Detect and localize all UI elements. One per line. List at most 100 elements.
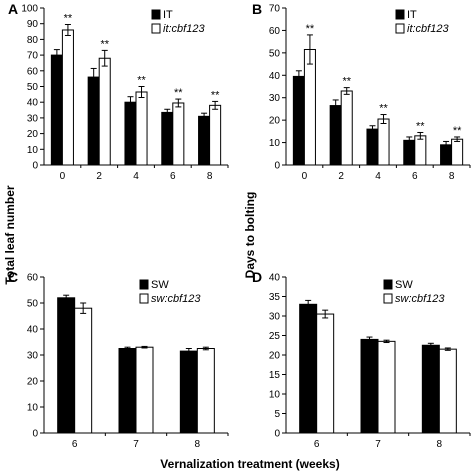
panel-letter-b: B [252,1,262,17]
significance-marker-b: ** [342,76,351,88]
y-tick-label-d: 15 [269,370,281,381]
y-tick-label-c: 20 [27,377,39,388]
x-tick-label-b: 0 [302,171,308,182]
legend-swatch-d [383,279,393,290]
y-tick-label-c: 0 [32,429,38,440]
bar-b-control [292,75,305,166]
legend-label-c: SW [151,279,169,291]
significance-marker-b: ** [453,125,462,137]
left-y-axis-label: Total leaf number [3,185,17,284]
x-axis-label: Vernalization treatment (weeks) [160,457,339,471]
legend-label-a: it:cbf123 [163,23,205,35]
y-tick-label-a: 30 [27,113,39,124]
bar-b-control [366,128,379,166]
y-tick-label-b: 70 [269,4,281,15]
legend-label-b: IT [407,9,417,21]
y-tick-label-b: 30 [269,93,281,104]
y-tick-label-b: 50 [269,48,281,59]
legend-label-a: IT [163,9,173,21]
legend-swatch-a [151,9,161,20]
y-tick-label-d: 35 [269,292,281,303]
bar-d-mutant [316,313,335,434]
legend-label-d: SW [395,279,413,291]
y-tick-label-a: 10 [27,145,39,156]
significance-marker-a: ** [211,89,220,101]
x-tick-label-a: 0 [60,171,66,182]
x-tick-label-a: 6 [170,171,176,182]
bar-a-control [87,76,100,166]
significance-marker-b: ** [416,120,425,132]
significance-marker-a: ** [137,75,146,87]
bar-c-control [57,297,76,434]
y-tick-label-a: 50 [27,82,39,93]
significance-marker-a: ** [100,38,109,50]
y-tick-label-c: 40 [27,325,39,336]
y-tick-label-d: 0 [274,429,280,440]
bar-c-mutant [74,307,93,434]
x-tick-label-c: 7 [133,439,139,450]
bar-a-mutant [61,29,74,166]
y-tick-label-a: 90 [27,19,39,30]
bar-c-mutant [135,346,154,434]
y-tick-label-b: 20 [269,116,281,127]
bar-d-mutant [377,340,396,434]
legend-swatch-a [151,23,161,34]
bar-b-mutant [340,90,353,166]
panel-letter-d: D [252,269,262,285]
x-tick-label-b: 6 [412,171,418,182]
y-tick-label-a: 0 [32,161,38,172]
legend-swatch-c [139,279,149,290]
bar-d-mutant [438,348,457,434]
bar-b-mutant [377,118,390,166]
right-y-axis-label: Days to bolting [243,192,257,279]
x-tick-label-d: 7 [375,439,381,450]
bar-b-mutant [303,48,316,166]
y-tick-label-c: 50 [27,299,39,310]
significance-marker-a: ** [64,12,73,24]
y-tick-label-a: 60 [27,66,39,77]
bar-c-mutant [196,348,215,434]
legend-swatch-b [395,23,405,34]
bar-a-control [50,54,63,166]
x-tick-label-c: 6 [72,439,78,450]
bar-a-mutant [209,104,222,166]
bar-a-mutant [98,57,111,166]
y-tick-label-d: 10 [269,390,281,401]
significance-marker-b: ** [306,23,315,35]
x-tick-label-b: 4 [375,171,381,182]
bar-a-control [161,111,174,166]
y-tick-label-c: 30 [27,351,39,362]
x-tick-label-a: 2 [96,171,102,182]
legend-label-c: sw:cbf123 [151,293,201,305]
y-tick-label-d: 20 [269,351,281,362]
y-tick-label-a: 70 [27,51,39,62]
y-tick-label-a: 40 [27,98,39,109]
x-tick-label-b: 8 [449,171,455,182]
x-tick-label-b: 2 [338,171,344,182]
bar-c-control [118,348,137,434]
bar-a-control [124,101,137,166]
x-tick-label-a: 4 [133,171,139,182]
bar-d-control [360,338,379,434]
legend-swatch-c [139,293,149,304]
y-tick-label-d: 40 [269,273,281,284]
legend-label-d: sw:cbf123 [395,293,445,305]
legend-label-b: it:cbf123 [407,23,449,35]
x-tick-label-d: 8 [437,439,443,450]
y-tick-label-b: 0 [274,161,280,172]
panel-letter-c: C [8,269,18,285]
y-tick-label-b: 40 [269,71,281,82]
y-tick-label-c: 10 [27,403,39,414]
y-tick-label-c: 60 [27,273,39,284]
x-tick-label-a: 8 [207,171,213,182]
bar-d-control [421,344,440,434]
panel-letter-a: A [8,1,18,17]
bar-a-mutant [172,102,185,166]
y-tick-label-d: 5 [274,409,280,420]
y-tick-label-b: 10 [269,138,281,149]
y-tick-label-b: 60 [269,26,281,37]
legend-swatch-d [383,293,393,304]
significance-marker-a: ** [174,87,183,99]
bar-c-control [179,350,198,434]
